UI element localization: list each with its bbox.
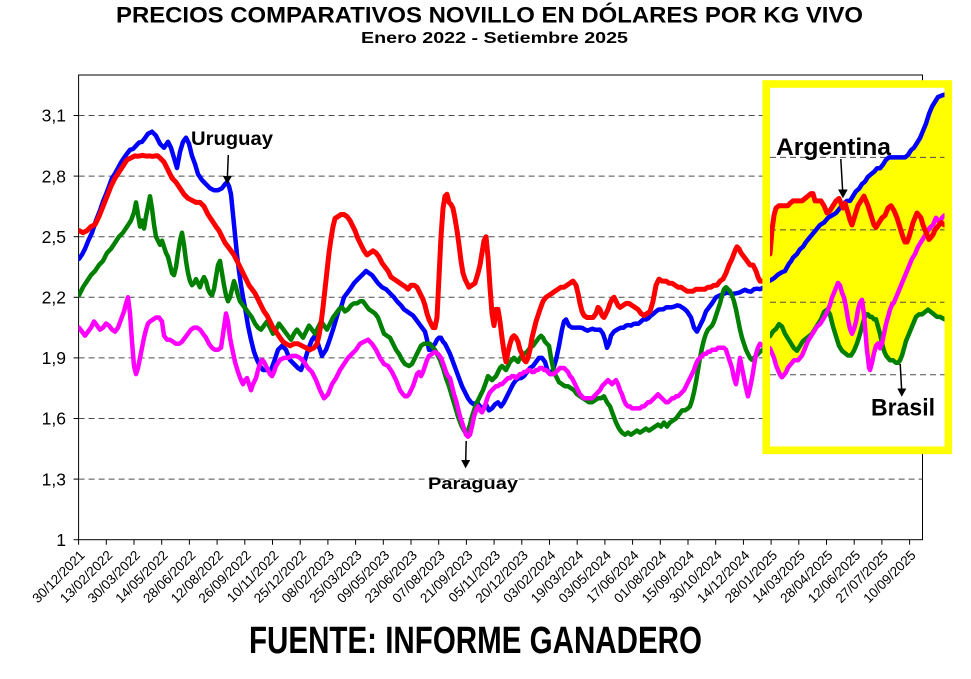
svg-text:1,6: 1,6: [42, 409, 66, 429]
svg-text:Enero 2022 - Setiembre 2025: Enero 2022 - Setiembre 2025: [361, 30, 628, 47]
svg-text:2,8: 2,8: [42, 166, 66, 186]
svg-text:1,9: 1,9: [42, 348, 66, 368]
svg-text:1,3: 1,3: [42, 469, 66, 489]
svg-text:Brasil: Brasil: [871, 395, 935, 422]
svg-text:Paraguay: Paraguay: [428, 474, 519, 493]
svg-text:3,1: 3,1: [42, 106, 66, 126]
svg-text:2,2: 2,2: [42, 288, 66, 308]
svg-text:PRECIOS COMPARATIVOS NOVILLO E: PRECIOS COMPARATIVOS NOVILLO EN DÓLARES …: [116, 3, 863, 28]
svg-text:Uruguay: Uruguay: [191, 129, 273, 150]
svg-text:2,5: 2,5: [42, 227, 66, 247]
svg-text:FUENTE: INFORME GANADERO: FUENTE: INFORME GANADERO: [249, 620, 702, 662]
svg-text:1: 1: [56, 530, 66, 550]
svg-text:Argentina: Argentina: [776, 134, 892, 161]
